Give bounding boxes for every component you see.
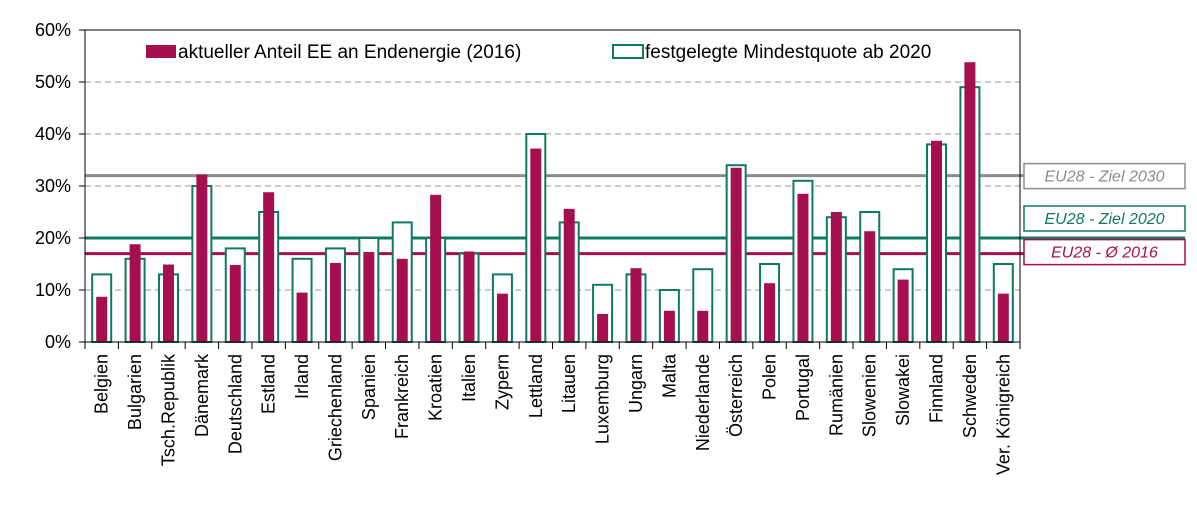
x-tick-label: Irland — [292, 354, 312, 399]
bar-share — [864, 231, 876, 342]
bar-share — [363, 252, 375, 342]
bar-share — [897, 279, 909, 342]
y-tick-label: 60% — [35, 20, 71, 40]
x-tick-label: Luxemburg — [593, 354, 613, 444]
bar-share — [630, 268, 642, 342]
x-tick-label: Schweden — [960, 354, 980, 438]
bar-share — [329, 262, 341, 342]
reference-label: EU28 - Ø 2016 — [1051, 245, 1158, 262]
x-tick-label: Polen — [760, 354, 780, 400]
bar-share — [830, 212, 842, 342]
reference-label-box — [1023, 238, 1186, 266]
bar-share — [730, 167, 742, 342]
x-tick-label: Belgien — [92, 354, 112, 414]
y-tick-label: 10% — [35, 280, 71, 300]
bar-share — [263, 192, 275, 342]
bar-share — [396, 258, 408, 342]
x-tick-label: Niederlande — [693, 354, 713, 451]
x-tick-label: Malta — [659, 353, 679, 398]
bar-share — [663, 310, 675, 342]
bar-share — [129, 244, 141, 342]
bar-share — [496, 293, 508, 342]
legend: aktueller Anteil EE an Endenergie (2016)… — [146, 42, 931, 63]
x-tick-label: Spanien — [359, 354, 379, 420]
legend-swatch-quota — [612, 44, 644, 59]
bar-share — [563, 208, 575, 342]
x-tick-label: Finnland — [927, 354, 947, 423]
bar-share — [162, 264, 174, 342]
x-tick-label: Ver. Königreich — [993, 354, 1013, 475]
x-tick-label: Kroatien — [426, 354, 446, 421]
bars — [91, 62, 1014, 344]
y-axis: 0% 10% 20% 30% 40% 50% 60% — [35, 20, 1021, 352]
legend-swatch-share — [146, 45, 176, 58]
bar-share — [463, 251, 475, 342]
bar-share — [597, 313, 609, 342]
x-tick-label: Frankreich — [392, 354, 412, 439]
x-tick-label: Rumänien — [826, 354, 846, 436]
x-tick-label: Bulgarien — [125, 354, 145, 430]
y-tick-label: 30% — [35, 176, 71, 196]
reference-label: EU28 - Ziel 2020 — [1044, 211, 1164, 228]
y-tick-label: 0% — [45, 332, 71, 352]
bar-share — [764, 283, 776, 342]
x-tick-label: Portugal — [793, 354, 813, 421]
reference-label: EU28 - Ziel 2030 — [1044, 169, 1164, 186]
bar-share — [296, 292, 308, 342]
x-tick-label: Litauen — [559, 354, 579, 413]
x-axis: Belgien Bulgarien Tsch.Republik Dänemark Deu… — [84, 341, 1021, 475]
bar-share — [229, 265, 241, 342]
reference-labels: EU28 - Ziel 2030 EU28 - Ziel 2020 EU28 - Ø… — [1023, 162, 1186, 266]
y-tick-label: 20% — [35, 228, 71, 248]
x-tick-label: Tsch.Republik — [158, 353, 178, 466]
x-tick-label: Griechenland — [325, 354, 345, 461]
legend-label-quota: festgelegte Mindestquote ab 2020 — [645, 42, 931, 63]
x-tick-label: Deutschland — [225, 354, 245, 454]
y-tick-label: 50% — [35, 72, 71, 92]
x-tick-label: Estland — [259, 354, 279, 414]
reference-label-box — [1023, 162, 1186, 190]
x-tick-label: Österreich — [726, 354, 746, 437]
x-tick-label: Dänemark — [192, 353, 212, 437]
y-tick-label: 40% — [35, 124, 71, 144]
x-tick-label: Lettland — [526, 354, 546, 418]
x-tick-label: Zypern — [492, 354, 512, 410]
legend-label-share: aktueller Anteil EE an Endenergie (2016) — [178, 42, 521, 63]
x-tick-label: Slowenien — [860, 354, 880, 437]
bar-share — [430, 194, 442, 342]
bar-share — [997, 293, 1009, 342]
x-tick-label: Italien — [459, 354, 479, 402]
bar-share — [530, 148, 542, 342]
bar-share — [697, 310, 709, 342]
x-tick-label: Ungarn — [626, 354, 646, 413]
bar-share — [96, 296, 108, 342]
bar-share — [931, 140, 943, 342]
bar-share — [797, 193, 809, 342]
x-tick-label: Slowakei — [893, 354, 913, 426]
bar-share — [196, 174, 208, 342]
reference-label-box — [1023, 205, 1186, 232]
bar-share — [964, 62, 976, 343]
